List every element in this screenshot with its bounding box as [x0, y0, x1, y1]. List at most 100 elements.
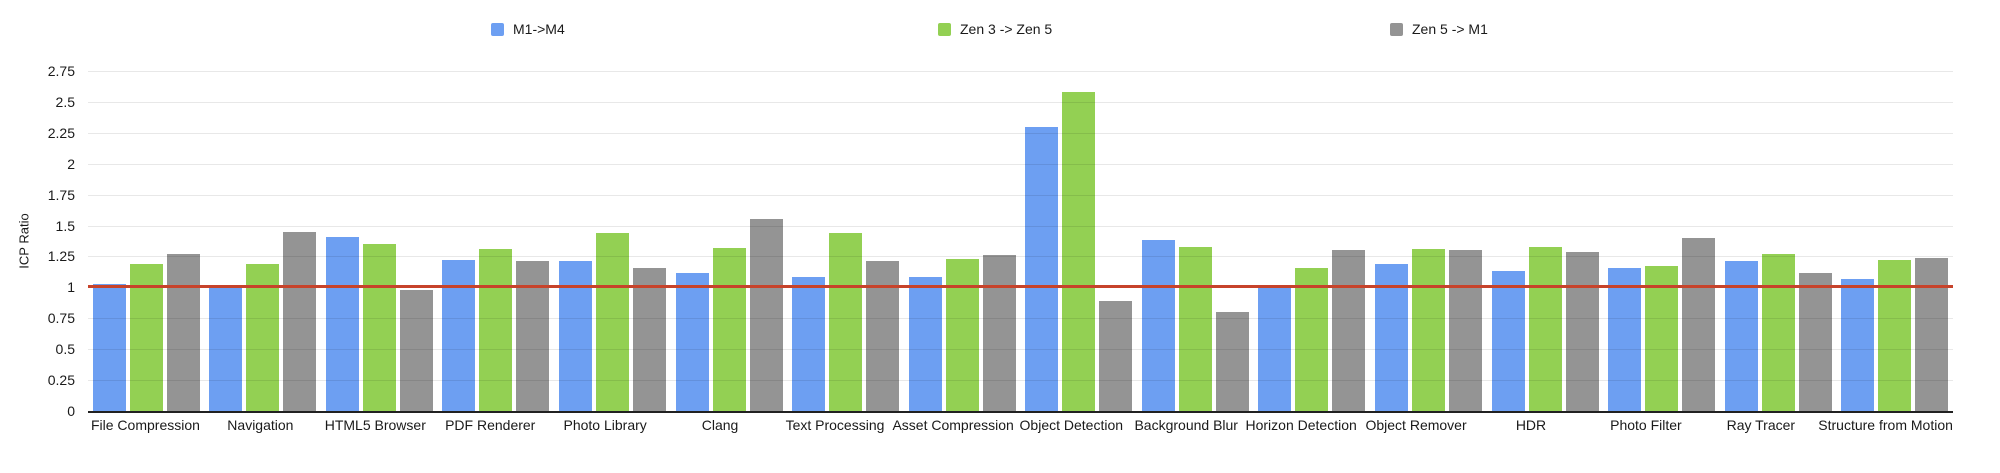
y-tick-label: 2.75: [47, 63, 75, 79]
bar: [1332, 250, 1366, 411]
x-axis-label: Object Detection: [1019, 417, 1124, 433]
bar: [1878, 260, 1912, 411]
bar-group: [554, 71, 671, 411]
bar: [362, 244, 396, 411]
legend: M1->M4 Zen 3 -> Zen 5 Zen 5 -> M1: [0, 0, 2000, 48]
bar: [1411, 249, 1445, 411]
x-axis-label: Object Remover: [1365, 417, 1467, 433]
bar: [1062, 92, 1096, 411]
bar: [325, 236, 359, 411]
bar: [675, 272, 709, 411]
bar: [1025, 126, 1059, 411]
bar: [1491, 271, 1525, 411]
legend-item-zen3-zen5: Zen 3 -> Zen 5: [938, 21, 1052, 37]
x-axis-label: Text Processing: [785, 417, 885, 433]
bar: [1608, 267, 1642, 411]
legend-label: Zen 3 -> Zen 5: [960, 21, 1053, 37]
x-axis-labels: File Compression Navigation HTML5 Browser P…: [88, 417, 1953, 433]
bar: [1565, 251, 1599, 411]
bar: [945, 258, 979, 411]
bar: [712, 247, 746, 411]
bar: [866, 261, 900, 411]
bar: [596, 232, 630, 411]
y-tick-label: 1: [67, 279, 75, 296]
bar-group: [88, 71, 205, 411]
x-axis-label: Photo Filter: [1610, 417, 1682, 433]
legend-swatch-gray-icon: [1390, 22, 1403, 36]
y-axis: 0 0.25 0.5 0.75 1 1.25 1.5 1.75 2 2.25 2.5 2.75: [0, 63, 80, 419]
y-tick-label: 0.25: [47, 372, 75, 389]
bar: [1178, 246, 1212, 411]
plot-area: [88, 71, 1953, 413]
x-axis-label: Background Blur: [1134, 417, 1238, 433]
x-axis-label: HDR: [1515, 417, 1547, 433]
bar: [1295, 267, 1329, 411]
x-axis-label: Ray Tracer: [1726, 417, 1796, 433]
y-tick-label: 2.5: [55, 93, 75, 110]
bar: [1798, 272, 1832, 411]
bar: [283, 231, 317, 411]
bar: [829, 232, 863, 411]
bar-group: [1370, 71, 1487, 411]
bar: [399, 289, 433, 411]
bar-group: [787, 71, 904, 411]
bar: [1141, 240, 1175, 411]
bar: [1448, 250, 1482, 411]
bar: [1258, 287, 1292, 411]
y-tick-label: 1.25: [47, 248, 75, 265]
bar: [1682, 237, 1716, 411]
legend-item-m1-m4: M1->M4: [491, 21, 565, 37]
y-tick-label: 0: [67, 403, 75, 419]
legend-swatch-blue-icon: [491, 22, 504, 36]
bar: [516, 261, 550, 411]
bar: [1761, 253, 1795, 411]
bar: [982, 255, 1016, 411]
bar: [479, 249, 513, 411]
bar-group: [1137, 71, 1254, 411]
bar: [1099, 300, 1133, 411]
legend-swatch-green-icon: [938, 22, 951, 36]
bar-groups: [88, 71, 1953, 411]
bar: [166, 253, 200, 411]
bar: [246, 263, 280, 411]
reference-line: [88, 285, 1953, 289]
legend-item-zen5-m1: Zen 5 -> M1: [1390, 21, 1488, 37]
x-axis-label: Clang: [701, 417, 739, 433]
legend-label: M1->M4: [513, 21, 565, 37]
bar-group: [1603, 71, 1720, 411]
bar: [1374, 263, 1408, 411]
bar: [209, 284, 243, 411]
x-axis-label: PDF Renderer: [445, 417, 536, 433]
bar: [908, 277, 942, 411]
y-tick-label: 2: [67, 155, 75, 172]
bar: [1215, 312, 1249, 411]
y-tick-label: 0.5: [55, 341, 75, 358]
x-axis-label: Navigation: [227, 417, 294, 433]
bar-group: [438, 71, 555, 411]
bar-group: [205, 71, 322, 411]
x-axis-label: File Compression: [90, 417, 200, 433]
bar: [633, 267, 667, 411]
bar: [749, 219, 783, 411]
x-axis-label: HTML5 Browser: [324, 417, 426, 433]
bar-group: [671, 71, 788, 411]
x-axis-label: Horizon Detection: [1245, 417, 1357, 433]
y-tick-label: 0.75: [47, 310, 75, 327]
bar-group: [1487, 71, 1604, 411]
bar: [1724, 261, 1758, 411]
bar: [1528, 246, 1562, 411]
x-axis-label: Structure from Motion: [1818, 417, 1953, 433]
bar: [442, 260, 476, 411]
bar-group: [904, 71, 1021, 411]
x-axis-label: Photo Library: [563, 417, 647, 433]
bar: [1841, 278, 1875, 411]
bar-group: [1720, 71, 1837, 411]
y-tick-label: 1.75: [47, 186, 75, 203]
bar: [1915, 257, 1949, 411]
bar-group: [321, 71, 438, 411]
bar: [559, 261, 593, 411]
bar: [1645, 266, 1679, 411]
y-tick-label: 2.25: [47, 124, 75, 141]
x-axis-label: Asset Compression: [892, 417, 1014, 433]
